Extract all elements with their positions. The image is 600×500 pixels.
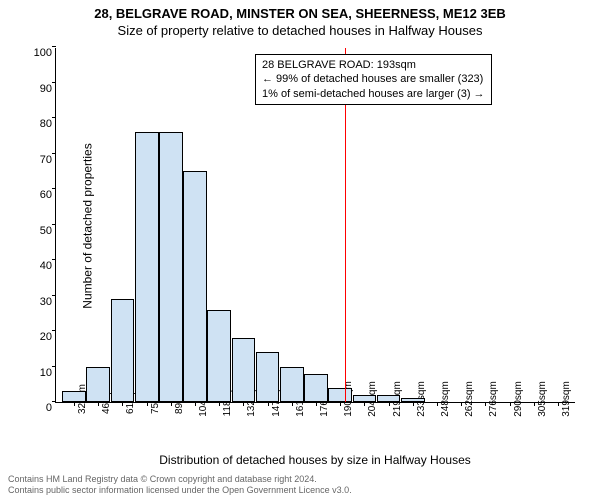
chart-container: 28, BELGRAVE ROAD, MINSTER ON SEA, SHEER… (0, 0, 600, 500)
y-tick-label: 20 (26, 331, 52, 343)
x-tick-mark (534, 402, 535, 406)
x-tick-mark (364, 402, 365, 406)
x-tick-mark (316, 402, 317, 406)
x-tick-label: 305sqm (537, 381, 548, 417)
y-tick-mark (52, 117, 56, 118)
x-tick-mark (268, 402, 269, 406)
x-tick-mark (122, 402, 123, 406)
x-tick-mark (171, 402, 172, 406)
chart-title-line2: Size of property relative to detached ho… (0, 21, 600, 38)
chart-title-line1: 28, BELGRAVE ROAD, MINSTER ON SEA, SHEER… (0, 0, 600, 21)
x-tick-mark (510, 402, 511, 406)
histogram-bar (183, 171, 207, 402)
y-tick-mark (52, 401, 56, 402)
y-tick-label: 10 (26, 367, 52, 379)
histogram-bar (256, 352, 280, 402)
y-tick-label: 70 (26, 154, 52, 166)
histogram-bar (111, 299, 135, 402)
annotation-box: 28 BELGRAVE ROAD: 193sqm ← 99% of detach… (255, 54, 492, 105)
x-tick-mark (292, 402, 293, 406)
histogram-bar (353, 395, 377, 402)
x-tick-mark (437, 402, 438, 406)
y-tick-label: 0 (26, 402, 52, 414)
histogram-bar (304, 374, 328, 402)
x-tick-mark (485, 402, 486, 406)
x-tick-label: 319sqm (561, 381, 572, 417)
histogram-bar (86, 367, 110, 403)
y-tick-mark (52, 259, 56, 260)
x-tick-mark (558, 402, 559, 406)
y-tick-mark (52, 188, 56, 189)
y-tick-mark (52, 46, 56, 47)
histogram-bar (377, 395, 401, 402)
y-tick-mark (52, 295, 56, 296)
x-axis-label: Distribution of detached houses by size … (55, 453, 575, 467)
y-tick-label: 90 (26, 83, 52, 95)
chart-area: 010203040506070809010032sqm46sqm61sqm75s… (55, 48, 575, 403)
y-tick-mark (52, 153, 56, 154)
histogram-bar (62, 391, 86, 402)
y-tick-label: 30 (26, 296, 52, 308)
footer-line2: Contains public sector information licen… (8, 485, 352, 496)
histogram-bar (401, 398, 425, 402)
histogram-bar (328, 388, 352, 402)
y-tick-label: 100 (26, 47, 52, 59)
annotation-line2: ← 99% of detached houses are smaller (32… (262, 72, 485, 86)
x-tick-label: 276sqm (488, 381, 499, 417)
x-tick-mark (147, 402, 148, 406)
x-tick-mark (74, 402, 75, 406)
y-tick-label: 80 (26, 118, 52, 130)
x-tick-mark (413, 402, 414, 406)
y-tick-label: 40 (26, 260, 52, 272)
y-tick-mark (52, 366, 56, 367)
histogram-bar (135, 132, 159, 402)
y-tick-mark (52, 82, 56, 83)
x-tick-mark (461, 402, 462, 406)
annotation-line3: 1% of semi-detached houses are larger (3… (262, 87, 485, 101)
histogram-bar (207, 310, 231, 402)
x-tick-mark (389, 402, 390, 406)
histogram-bar (280, 367, 304, 403)
x-tick-label: 290sqm (513, 381, 524, 417)
x-tick-mark (340, 402, 341, 406)
y-tick-label: 50 (26, 225, 52, 237)
x-tick-label: 262sqm (464, 381, 475, 417)
footer-line1: Contains HM Land Registry data © Crown c… (8, 474, 352, 485)
y-axis-label: Number of detached properties (81, 143, 95, 308)
x-tick-mark (243, 402, 244, 406)
annotation-line1: 28 BELGRAVE ROAD: 193sqm (262, 58, 485, 72)
histogram-bar (232, 338, 256, 402)
x-tick-label: 248sqm (440, 381, 451, 417)
y-tick-mark (52, 224, 56, 225)
x-tick-mark (219, 402, 220, 406)
y-tick-mark (52, 330, 56, 331)
y-tick-label: 60 (26, 189, 52, 201)
x-tick-mark (98, 402, 99, 406)
footer-attribution: Contains HM Land Registry data © Crown c… (8, 474, 352, 496)
x-tick-mark (195, 402, 196, 406)
histogram-bar (159, 132, 183, 402)
